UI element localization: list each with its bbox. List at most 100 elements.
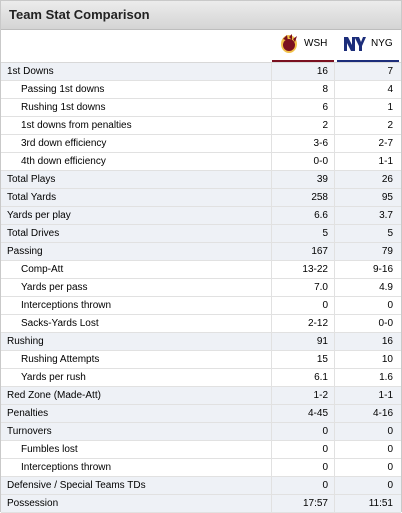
column-divider (271, 261, 272, 278)
column-divider (334, 81, 335, 98)
stat-label: 1st Downs (7, 66, 54, 77)
stat-row: Red Zone (Made-Att) 1-2 1-1 (1, 387, 401, 405)
stat-value-nyg: 11:51 (368, 498, 393, 509)
stat-row: Total Yards 258 95 (1, 189, 401, 207)
column-divider (334, 333, 335, 350)
stat-value-wsh: 7.0 (314, 282, 328, 293)
column-divider (334, 405, 335, 422)
stat-value-nyg: 2 (387, 120, 393, 131)
team-column-nyg: NYG (337, 30, 399, 62)
column-divider (334, 441, 335, 458)
column-divider (334, 459, 335, 476)
stat-value-nyg: 4 (387, 84, 393, 95)
column-divider (271, 351, 272, 368)
stat-value-nyg: 0-0 (378, 318, 393, 329)
stat-value-wsh: 6.6 (314, 210, 328, 221)
column-divider (271, 99, 272, 116)
stat-row: 3rd down efficiency 3-6 2-7 (1, 135, 401, 153)
column-divider (334, 297, 335, 314)
stat-value-wsh: 0 (322, 444, 328, 455)
stat-value-nyg: 1.6 (379, 372, 393, 383)
stat-value-wsh: 6.1 (314, 372, 328, 383)
stat-value-wsh: 15 (316, 354, 328, 365)
column-divider (334, 225, 335, 242)
column-divider (334, 351, 335, 368)
stat-value-nyg: 0 (387, 462, 393, 473)
stat-value-nyg: 1 (387, 102, 393, 113)
column-divider (334, 387, 335, 404)
stat-label: 1st downs from penalties (21, 120, 132, 131)
stat-label: Rushing 1st downs (21, 102, 106, 113)
stat-label: 3rd down efficiency (21, 138, 107, 149)
column-divider (271, 225, 272, 242)
stat-row: Fumbles lost 0 0 (1, 441, 401, 459)
stat-label: Turnovers (7, 426, 52, 437)
column-divider (271, 279, 272, 296)
stat-value-wsh: 258 (311, 192, 328, 203)
stat-row: Passing 167 79 (1, 243, 401, 261)
column-divider (271, 243, 272, 260)
giants-ny-logo-icon (344, 37, 366, 51)
stat-row: Comp-Att 13-22 9-16 (1, 261, 401, 279)
stat-label: Red Zone (Made-Att) (7, 390, 101, 401)
column-divider (334, 117, 335, 134)
column-divider (271, 441, 272, 458)
team-header: WSH NYG (1, 30, 401, 63)
column-divider (334, 243, 335, 260)
stat-label: Yards per pass (21, 282, 88, 293)
stat-label: Total Drives (7, 228, 60, 239)
stat-row: Defensive / Special Teams TDs 0 0 (1, 477, 401, 495)
stat-value-wsh: 39 (316, 174, 328, 185)
column-divider (271, 189, 272, 206)
column-divider (271, 63, 272, 80)
stat-row: Sacks-Yards Lost 2-12 0-0 (1, 315, 401, 333)
stat-label: 4th down efficiency (21, 156, 106, 167)
stat-label: Rushing (7, 336, 44, 347)
stat-value-nyg: 4-16 (372, 408, 393, 419)
stat-row: Rushing 1st downs 6 1 (1, 99, 401, 117)
column-divider (334, 315, 335, 332)
column-divider (271, 333, 272, 350)
column-divider (334, 369, 335, 386)
stat-value-nyg: 4.9 (379, 282, 393, 293)
stat-value-wsh: 2 (322, 120, 328, 131)
column-divider (271, 297, 272, 314)
stat-row: Rushing Attempts 15 10 (1, 351, 401, 369)
stat-row: Yards per rush 6.1 1.6 (1, 369, 401, 387)
stat-row: Yards per play 6.6 3.7 (1, 207, 401, 225)
stat-row: 1st Downs 16 7 (1, 63, 401, 81)
stat-value-wsh: 0 (322, 480, 328, 491)
stat-value-nyg: 1-1 (378, 156, 393, 167)
column-divider (334, 261, 335, 278)
team-abbr-nyg: NYG (371, 38, 393, 49)
stat-value-nyg: 0 (387, 480, 393, 491)
stat-row: Penalties 4-45 4-16 (1, 405, 401, 423)
stat-label: Yards per play (7, 210, 71, 221)
stat-row: Passing 1st downs 8 4 (1, 81, 401, 99)
stat-value-nyg: 0 (387, 426, 393, 437)
stat-value-wsh: 17:57 (302, 498, 328, 509)
column-divider (334, 171, 335, 188)
stat-rows: 1st Downs 16 7 Passing 1st downs 8 4 Rushing 1… (1, 63, 401, 513)
stat-label: Yards per rush (21, 372, 86, 383)
stat-label: Interceptions thrown (21, 300, 112, 311)
stat-value-nyg: 1-1 (378, 390, 393, 401)
stat-label: Passing 1st downs (21, 84, 105, 95)
stat-value-nyg: 10 (381, 354, 393, 365)
stat-value-nyg: 16 (381, 336, 393, 347)
column-divider (271, 369, 272, 386)
stat-value-nyg: 9-16 (372, 264, 393, 275)
stat-row: 4th down efficiency 0-0 1-1 (1, 153, 401, 171)
panel-title: Team Stat Comparison (1, 1, 401, 30)
column-divider (334, 99, 335, 116)
column-divider (271, 81, 272, 98)
stat-row: Rushing 91 16 (1, 333, 401, 351)
column-divider (334, 63, 335, 80)
stat-value-wsh: 0 (322, 300, 328, 311)
stat-value-nyg: 5 (387, 228, 393, 239)
team-abbr-wsh: WSH (304, 38, 328, 49)
column-divider (271, 459, 272, 476)
column-divider (271, 207, 272, 224)
stat-label: Rushing Attempts (21, 354, 100, 365)
